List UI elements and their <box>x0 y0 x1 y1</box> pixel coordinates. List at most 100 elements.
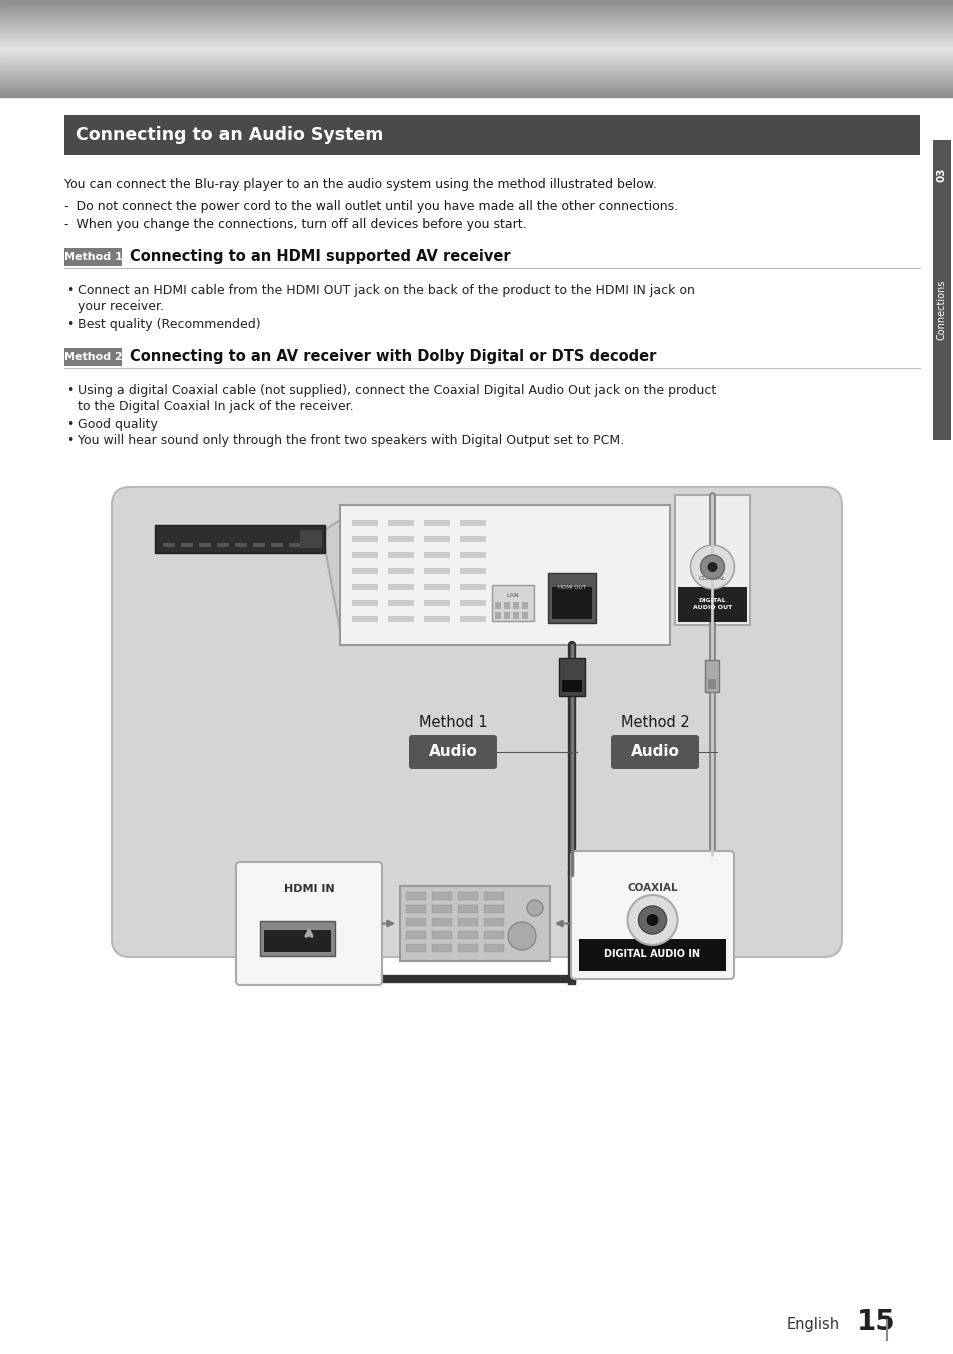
Bar <box>260 921 335 956</box>
Text: -  Do not connect the power cord to the wall outlet until you have made all the : - Do not connect the power cord to the w… <box>64 200 678 213</box>
Bar <box>406 904 426 913</box>
Bar <box>578 940 725 971</box>
Text: Audio: Audio <box>428 745 476 760</box>
Bar <box>705 659 719 692</box>
Bar <box>483 932 503 940</box>
Bar <box>264 930 331 952</box>
Text: Best quality (Recommended): Best quality (Recommended) <box>78 318 260 330</box>
Text: •: • <box>66 385 73 397</box>
Bar <box>459 536 485 542</box>
Circle shape <box>700 555 723 580</box>
Text: DIGITAL
AUDIO OUT: DIGITAL AUDIO OUT <box>692 598 731 609</box>
Bar <box>459 600 485 607</box>
Bar <box>547 573 596 623</box>
Polygon shape <box>325 520 339 630</box>
Bar <box>352 520 377 525</box>
Text: Method 1: Method 1 <box>418 715 487 730</box>
Bar <box>299 529 322 548</box>
Bar <box>388 600 414 607</box>
Text: 03: 03 <box>936 168 946 183</box>
Bar <box>423 552 450 558</box>
Text: DIGITAL AUDIO IN: DIGITAL AUDIO IN <box>604 949 700 959</box>
Bar <box>181 543 193 547</box>
Text: Connecting to an HDMI supported AV receiver: Connecting to an HDMI supported AV recei… <box>130 249 510 264</box>
Bar <box>163 543 174 547</box>
Bar <box>459 567 485 574</box>
Text: •: • <box>66 435 73 447</box>
Bar <box>457 932 477 940</box>
Bar <box>521 612 527 619</box>
Bar <box>64 115 919 154</box>
Text: •: • <box>66 284 73 297</box>
Text: Good quality: Good quality <box>78 418 157 431</box>
Circle shape <box>638 906 666 934</box>
Bar <box>678 588 746 621</box>
Bar <box>216 543 229 547</box>
Bar <box>423 567 450 574</box>
Bar <box>199 543 211 547</box>
Bar <box>423 584 450 590</box>
Bar <box>388 520 414 525</box>
Bar <box>457 944 477 952</box>
Bar <box>406 932 426 940</box>
Bar <box>154 525 325 552</box>
Bar <box>483 944 503 952</box>
Bar <box>558 658 584 696</box>
Bar <box>352 552 377 558</box>
Bar <box>352 600 377 607</box>
Circle shape <box>526 900 542 917</box>
Bar <box>64 348 122 366</box>
Text: Connections: Connections <box>936 280 946 340</box>
Text: to the Digital Coaxial In jack of the receiver.: to the Digital Coaxial In jack of the re… <box>78 399 354 413</box>
Bar <box>432 904 452 913</box>
Circle shape <box>507 922 536 951</box>
Bar <box>503 603 510 609</box>
Bar <box>483 892 503 900</box>
Bar <box>388 616 414 621</box>
Text: Using a digital Coaxial cable (not supplied), connect the Coaxial Digital Audio : Using a digital Coaxial cable (not suppl… <box>78 385 716 397</box>
Bar <box>406 892 426 900</box>
Bar <box>459 584 485 590</box>
Bar <box>406 918 426 926</box>
Bar <box>561 680 581 692</box>
FancyBboxPatch shape <box>571 852 733 979</box>
FancyBboxPatch shape <box>409 735 497 769</box>
Bar <box>64 248 122 265</box>
Text: Connecting to an Audio System: Connecting to an Audio System <box>76 126 383 144</box>
Bar <box>352 584 377 590</box>
Bar <box>521 603 527 609</box>
Text: -  When you change the connections, turn off all devices before you start.: - When you change the connections, turn … <box>64 218 526 232</box>
Text: HDMI OUT: HDMI OUT <box>558 585 585 590</box>
Bar <box>457 892 477 900</box>
Bar <box>352 567 377 574</box>
Bar <box>503 612 510 619</box>
Bar <box>495 612 500 619</box>
Bar <box>406 944 426 952</box>
Bar <box>399 886 550 961</box>
Text: Connect an HDMI cable from the HDMI OUT jack on the back of the product to the H: Connect an HDMI cable from the HDMI OUT … <box>78 284 694 297</box>
Bar <box>253 543 265 547</box>
Text: Method 2: Method 2 <box>620 715 689 730</box>
Text: your receiver.: your receiver. <box>78 301 164 313</box>
Text: Method 1: Method 1 <box>64 252 122 263</box>
Bar <box>457 918 477 926</box>
Text: You can connect the Blu-ray player to an the audio system using the method illus: You can connect the Blu-ray player to an… <box>64 177 657 191</box>
Text: English: English <box>786 1317 840 1332</box>
FancyBboxPatch shape <box>112 487 841 957</box>
FancyBboxPatch shape <box>235 862 381 984</box>
Text: HDMI IN: HDMI IN <box>283 884 334 894</box>
Bar <box>339 505 669 645</box>
Bar <box>483 918 503 926</box>
Bar <box>459 616 485 621</box>
Bar <box>492 585 534 621</box>
Bar <box>708 678 716 689</box>
Bar <box>432 918 452 926</box>
Bar <box>675 496 749 626</box>
Bar <box>388 552 414 558</box>
Text: COAXIAL: COAXIAL <box>626 883 677 894</box>
Text: LAN: LAN <box>506 593 518 598</box>
Bar <box>352 536 377 542</box>
FancyBboxPatch shape <box>610 735 699 769</box>
Circle shape <box>627 895 677 945</box>
Text: Audio: Audio <box>630 745 679 760</box>
